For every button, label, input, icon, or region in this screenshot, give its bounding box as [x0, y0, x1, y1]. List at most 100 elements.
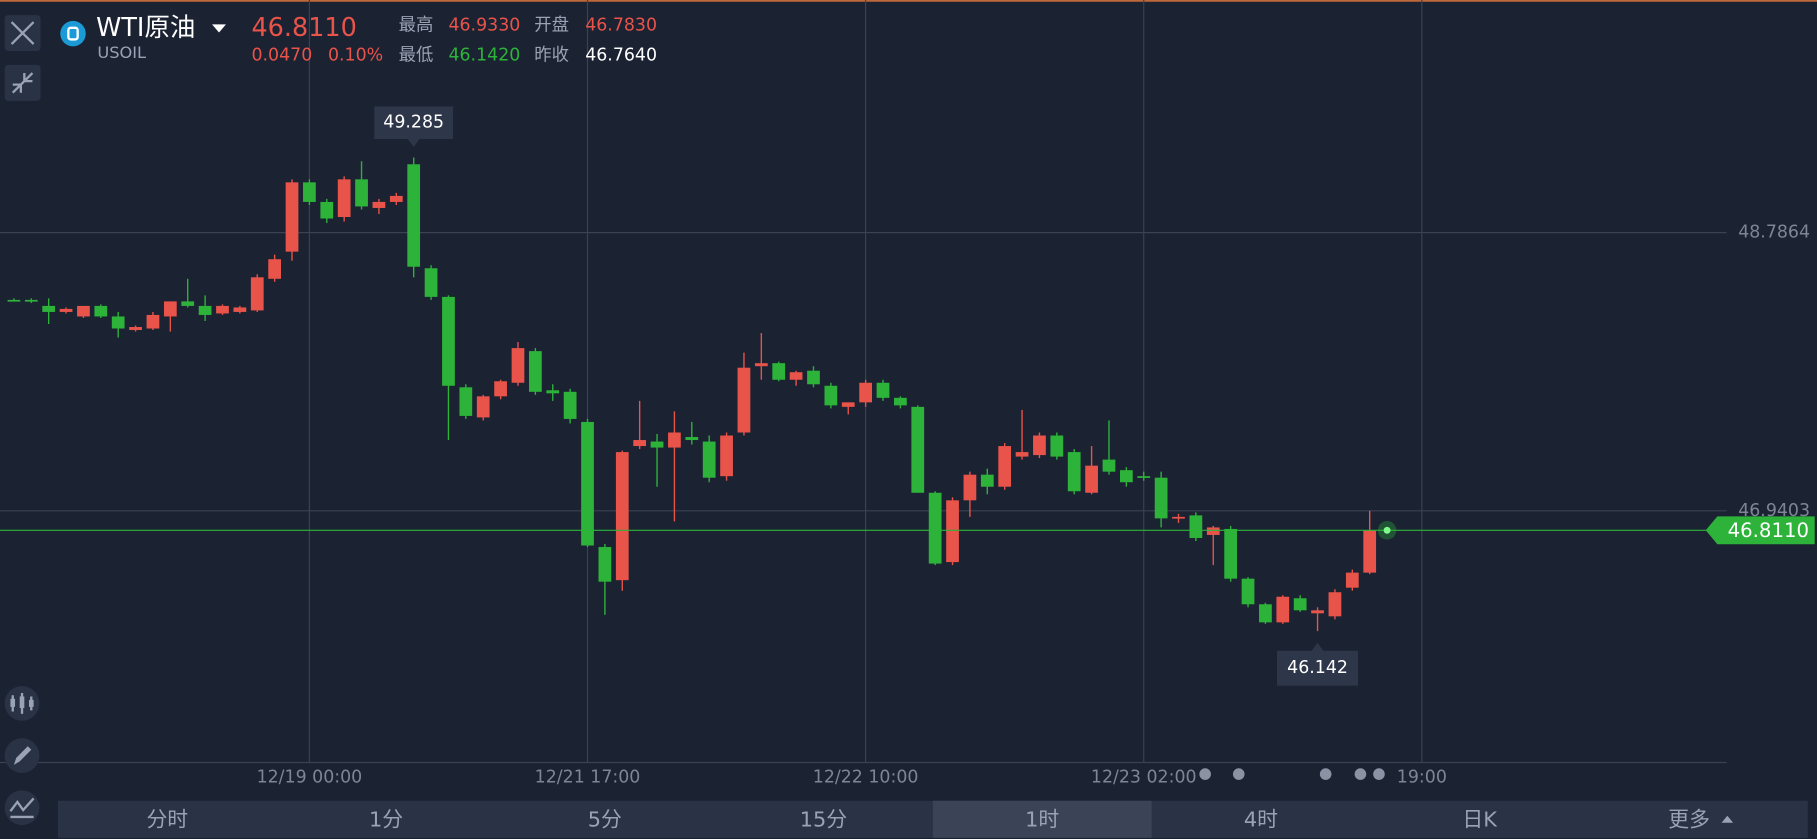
max-callout — [374, 106, 454, 148]
stat-label: 最低 — [399, 46, 434, 66]
candle-body — [928, 492, 942, 564]
candle-body — [998, 446, 1012, 487]
candle-body — [1276, 596, 1290, 623]
close-button[interactable] — [4, 15, 41, 52]
tab[interactable]: 5分 — [588, 807, 622, 831]
candle-body — [146, 314, 160, 329]
price-dot — [1383, 526, 1391, 534]
x-tick-label: 12/22 10:00 — [813, 768, 919, 788]
candle-body — [389, 195, 403, 202]
candle-body — [772, 363, 786, 380]
candle-body — [1085, 465, 1098, 493]
tab[interactable]: 更多 — [1668, 807, 1710, 831]
candle-body — [285, 182, 299, 252]
candle-body — [372, 201, 386, 208]
candle-body — [685, 437, 699, 441]
candle-body — [980, 474, 994, 487]
candle-body — [7, 299, 21, 302]
stat-value: 46.7640 — [585, 46, 657, 66]
tab[interactable]: 15分 — [800, 807, 848, 831]
candle-body — [1206, 527, 1220, 535]
candle-body — [615, 452, 629, 581]
min-label: 46.142 — [1287, 658, 1348, 678]
candle-body — [563, 391, 577, 419]
x-tick-label: 19:00 — [1397, 768, 1447, 788]
candle-body — [963, 474, 977, 501]
candle-type-button[interactable] — [4, 686, 40, 721]
last-price-label: 46.8110 — [1728, 519, 1809, 542]
candle-body — [1137, 476, 1151, 478]
candle-body — [859, 382, 872, 403]
candle-body — [163, 301, 177, 317]
candle-body — [546, 390, 560, 394]
candle-body — [1293, 598, 1307, 611]
candle-body — [598, 547, 612, 582]
candle-body — [320, 201, 334, 219]
candle-body — [424, 268, 438, 297]
candle-body — [77, 305, 90, 317]
candle-body — [650, 441, 664, 448]
candle-body — [442, 296, 455, 386]
candle-body — [702, 441, 716, 478]
y-tick-label: 46.9403 — [1738, 501, 1810, 521]
candle-body — [1172, 516, 1185, 519]
x-tick-label: 12/19 00:00 — [257, 768, 363, 788]
candle-body — [216, 305, 229, 314]
stat-value: 46.1420 — [448, 46, 520, 66]
tab[interactable]: 1时 — [1025, 807, 1059, 831]
candle-body — [894, 397, 907, 406]
last-price-tag — [1705, 516, 1815, 545]
candle-body — [1241, 578, 1255, 605]
logo — [60, 20, 86, 47]
candle-body — [720, 435, 733, 477]
tab-arrow — [1721, 815, 1734, 823]
candle-body — [911, 406, 925, 493]
candle-body — [129, 327, 142, 331]
candle-body — [1311, 610, 1324, 614]
collapse-button[interactable] — [4, 64, 41, 101]
scroll-indicators — [1199, 768, 1385, 780]
candle-body — [754, 363, 768, 367]
candle-body — [1033, 435, 1046, 456]
tab[interactable]: 日K — [1462, 807, 1498, 831]
candle-body — [1119, 470, 1133, 483]
candle-body — [1345, 572, 1359, 588]
stat-label: 昨收 — [534, 46, 569, 66]
candle-body — [198, 305, 212, 315]
y-tick-label: 48.7864 — [1738, 223, 1810, 243]
candle-body — [581, 421, 594, 546]
candle-body — [494, 381, 507, 397]
candle-body — [337, 179, 351, 218]
tab[interactable]: 4时 — [1244, 807, 1278, 831]
candle-body — [303, 182, 316, 202]
candle-body — [355, 179, 368, 207]
price: 46.8110 — [251, 13, 356, 43]
instrument-symbol: USOIL — [97, 43, 146, 62]
change-pct: 0.10% — [328, 46, 383, 66]
candle-body — [841, 402, 855, 407]
candle-body — [807, 370, 820, 385]
candle-body — [1189, 515, 1203, 538]
draw-button[interactable] — [4, 738, 40, 773]
candle-body — [1259, 604, 1272, 623]
candle-body — [268, 259, 282, 279]
candle-body — [1067, 452, 1081, 492]
candle-body — [668, 432, 681, 448]
candle-body — [1224, 528, 1238, 579]
candle-body — [111, 316, 125, 329]
indicator-button[interactable] — [4, 790, 40, 826]
tab[interactable]: 分时 — [146, 807, 188, 831]
candle-body — [528, 351, 542, 392]
instrument-name: WTI原油 — [96, 13, 195, 43]
x-tick-label: 12/23 02:00 — [1091, 768, 1197, 788]
tab[interactable]: 1分 — [369, 807, 403, 831]
change: 0.0470 — [251, 46, 312, 66]
instrument-dropdown[interactable] — [212, 24, 226, 33]
stat-value: 46.9330 — [448, 16, 520, 36]
candle-body — [459, 387, 473, 416]
candle-body — [59, 308, 73, 312]
candle-body — [250, 277, 264, 311]
candle-body — [1050, 435, 1064, 457]
